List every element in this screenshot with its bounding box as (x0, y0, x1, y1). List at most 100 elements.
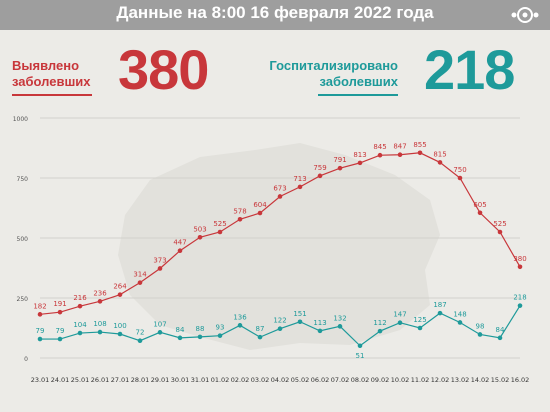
data-label: 447 (173, 239, 186, 247)
data-point (517, 264, 523, 270)
data-point (257, 210, 263, 216)
data-point (117, 292, 123, 297)
data-point (437, 160, 443, 165)
data-label: 855 (413, 141, 426, 149)
data-point (457, 320, 463, 325)
data-label: 750 (453, 166, 466, 174)
data-label: 791 (333, 156, 346, 164)
data-point (217, 333, 223, 338)
data-point (337, 324, 343, 329)
page-title: Данные на 8:00 16 февраля 2022 года (116, 3, 434, 22)
data-point (237, 216, 243, 222)
data-point (297, 184, 303, 190)
hospitalized-label: Госпитализировано заболевших (269, 58, 398, 89)
data-label: 84 (176, 326, 185, 334)
data-point (217, 229, 223, 235)
data-label: 218 (513, 294, 526, 302)
data-label: 713 (293, 175, 306, 183)
data-label: 525 (213, 220, 226, 228)
data-label: 79 (56, 327, 65, 335)
data-point (457, 175, 463, 181)
detected-value: 380 (118, 38, 209, 101)
x-tick-label: 13.02 (451, 376, 470, 384)
data-label: 815 (433, 150, 446, 158)
data-point (97, 329, 103, 335)
data-point (177, 335, 183, 341)
y-tick-label: 1000 (13, 116, 28, 123)
data-label: 151 (293, 310, 306, 318)
y-tick-label: 750 (17, 176, 29, 183)
x-tick-label: 27.01 (111, 376, 130, 384)
data-label: 578 (233, 207, 246, 215)
data-label: 191 (53, 300, 66, 308)
data-point (497, 335, 503, 341)
data-point (57, 336, 63, 342)
x-tick-label: 06.02 (311, 376, 330, 384)
y-tick-label: 250 (17, 296, 29, 303)
data-point (157, 330, 163, 335)
x-tick-label: 07.02 (331, 376, 350, 384)
data-label: 380 (513, 255, 526, 263)
data-label: 136 (233, 313, 247, 321)
data-label: 813 (353, 151, 366, 159)
data-label: 525 (493, 220, 506, 228)
data-point (177, 248, 183, 254)
data-label: 187 (433, 301, 446, 309)
x-tick-label: 23.01 (31, 376, 50, 384)
data-label: 148 (453, 310, 466, 318)
detected-underline (12, 94, 92, 96)
data-point (237, 323, 243, 328)
data-label: 314 (133, 271, 147, 279)
data-point (517, 303, 523, 308)
data-point (357, 343, 363, 349)
x-tick-label: 12.02 (431, 376, 450, 384)
data-point (397, 320, 403, 326)
data-point (57, 309, 63, 315)
data-point (317, 173, 323, 179)
data-label: 147 (393, 311, 406, 319)
data-label: 113 (313, 319, 326, 327)
data-point (397, 152, 403, 158)
hospitalized-value: 218 (424, 38, 515, 101)
data-label: 605 (473, 201, 486, 209)
x-tick-label: 11.02 (411, 376, 430, 384)
emblem-logo-icon (511, 7, 539, 23)
data-label: 503 (193, 225, 206, 233)
x-tick-label: 01.02 (211, 376, 230, 384)
x-tick-label: 28.01 (131, 376, 150, 384)
data-point (497, 229, 503, 235)
data-point (437, 310, 443, 316)
x-tick-label: 05.02 (291, 376, 310, 384)
x-tick-label: 02.02 (231, 376, 250, 384)
x-tick-label: 25.01 (71, 376, 90, 384)
data-point (377, 152, 383, 158)
data-label: 845 (373, 143, 386, 151)
data-point (477, 210, 483, 216)
data-point (37, 336, 43, 342)
x-tick-label: 26.01 (91, 376, 110, 384)
data-label: 104 (73, 321, 87, 329)
data-point (137, 280, 143, 285)
data-point (337, 165, 343, 171)
data-point (157, 266, 163, 271)
data-label: 100 (113, 322, 126, 330)
x-tick-label: 31.01 (191, 376, 210, 384)
data-label: 79 (36, 327, 45, 335)
detected-label: Выявлено заболевших (12, 58, 91, 89)
data-label: 93 (216, 324, 225, 332)
data-label: 132 (333, 314, 346, 322)
data-label: 87 (256, 325, 265, 333)
data-point (297, 319, 303, 325)
data-label: 373 (153, 256, 166, 264)
data-label: 759 (313, 164, 326, 172)
header-bar: Данные на 8:00 16 февраля 2022 года (0, 0, 550, 30)
hospitalized-underline (318, 94, 398, 96)
data-point (197, 234, 203, 240)
data-point (417, 150, 423, 156)
data-label: 673 (273, 184, 286, 192)
data-label: 125 (413, 316, 426, 324)
data-label: 122 (273, 317, 286, 325)
y-tick-label: 500 (17, 236, 29, 243)
x-tick-label: 30.01 (171, 376, 190, 384)
x-tick-label: 24.01 (51, 376, 70, 384)
